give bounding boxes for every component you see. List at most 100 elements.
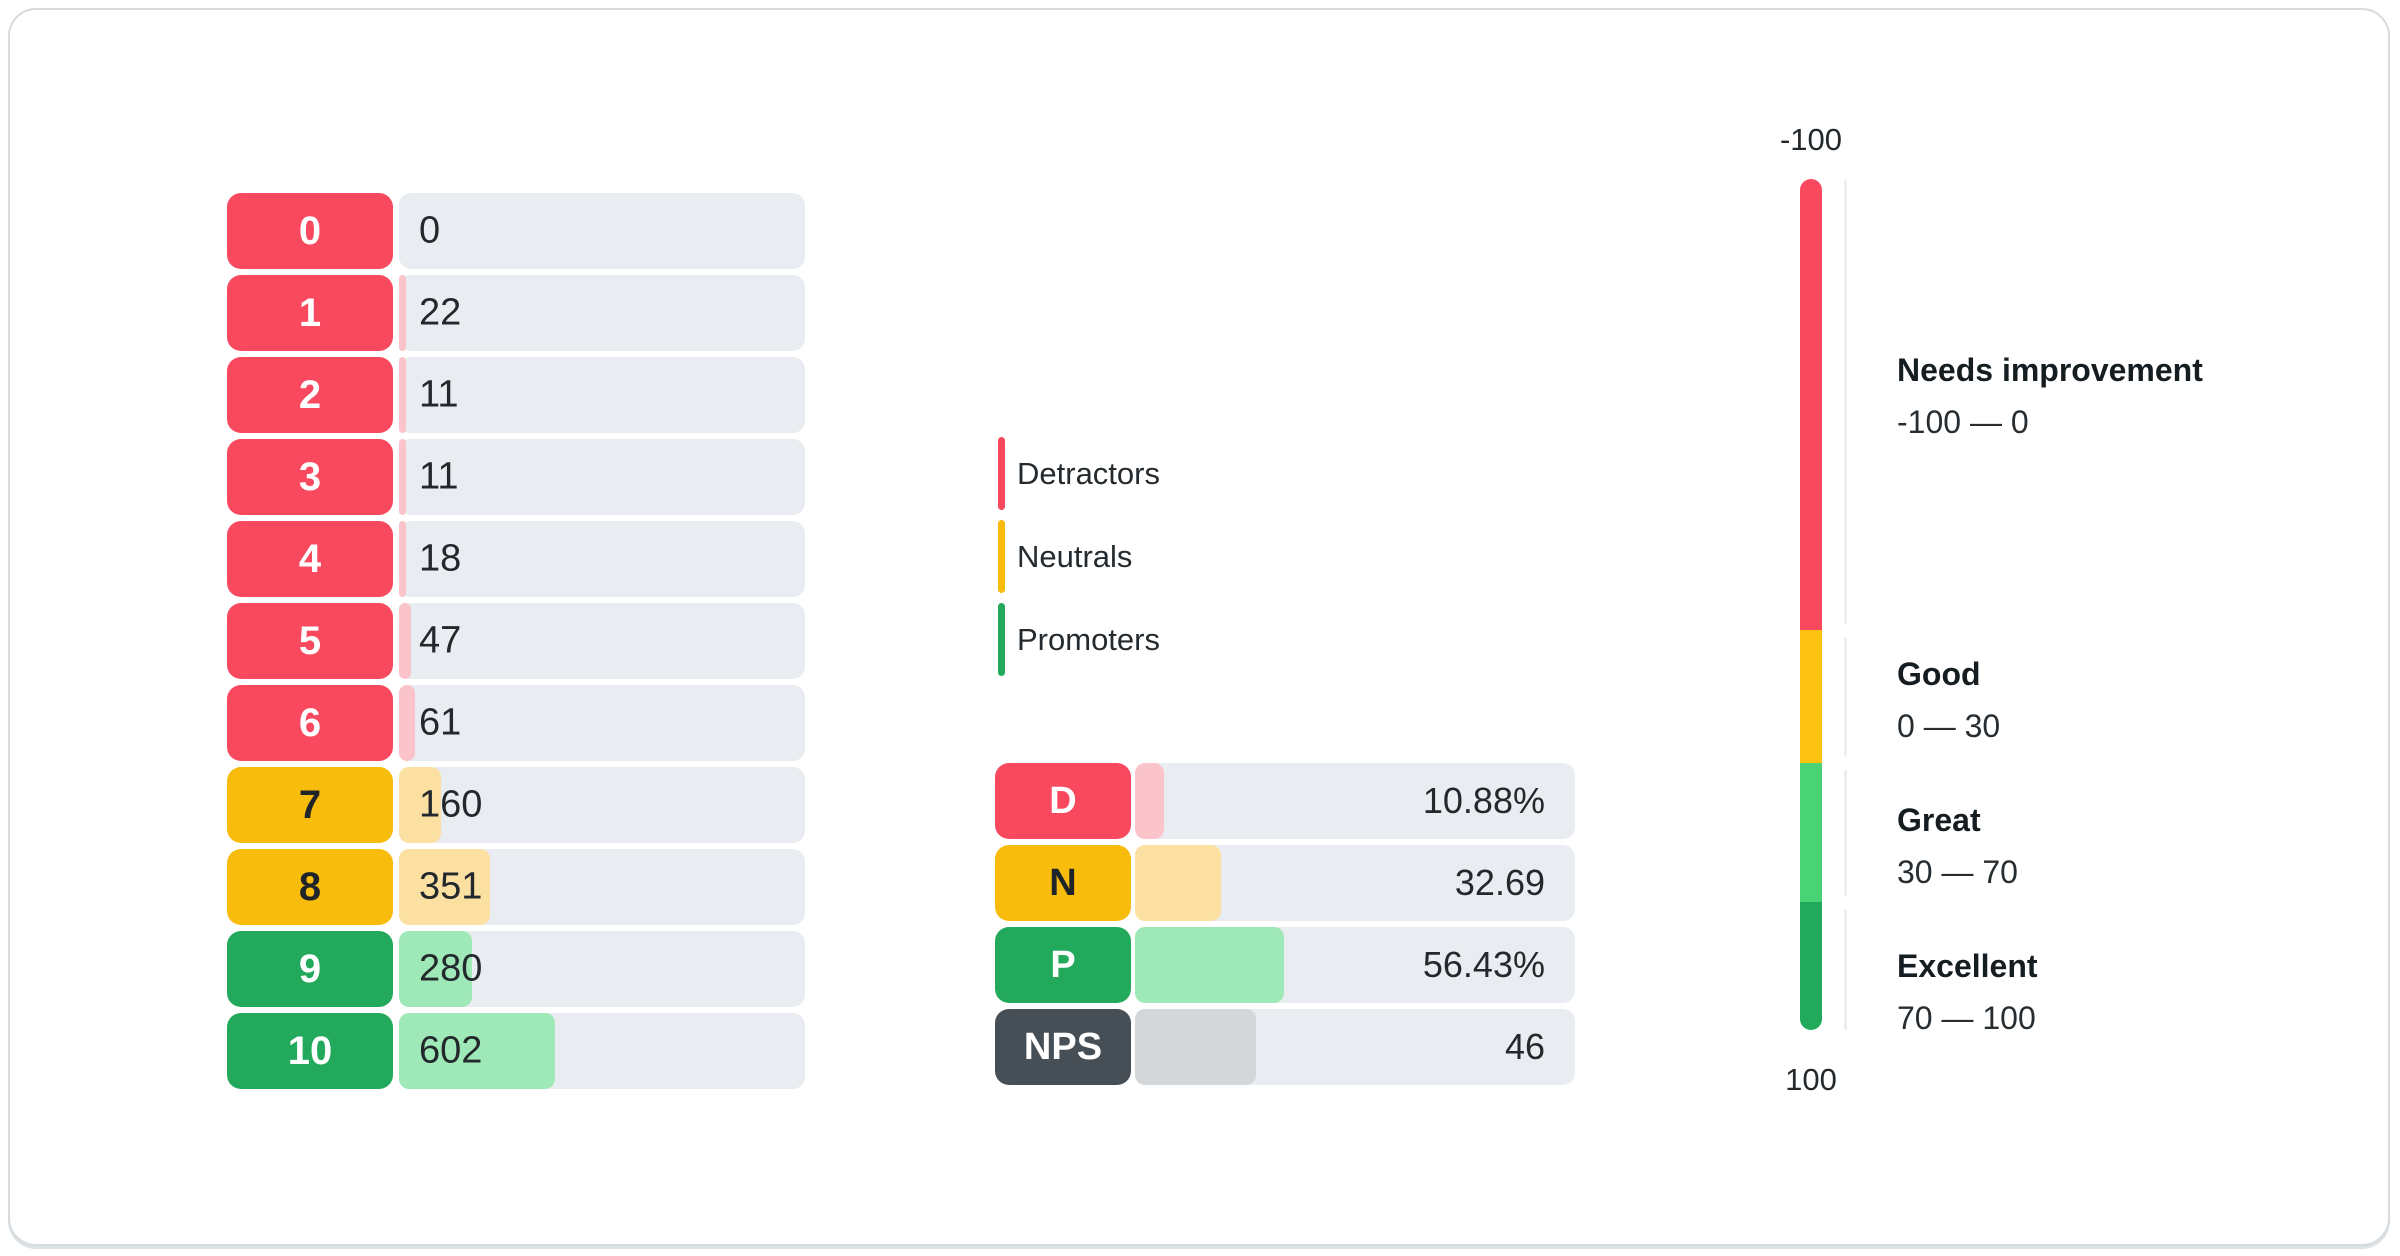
score-chip: 6	[227, 685, 393, 761]
gauge-zone-name: Good	[1897, 656, 1981, 692]
summary-track: 10.88%	[1135, 763, 1575, 839]
score-chip: 5	[227, 603, 393, 679]
gauge-tick-segment	[1844, 909, 1847, 1030]
score-row: 10 602	[227, 1013, 805, 1089]
summary-value: 56.43%	[1422, 944, 1545, 985]
gauge-tick-segment	[1844, 179, 1847, 624]
summary-value: 10.88%	[1422, 780, 1545, 821]
score-chip-label: 2	[298, 372, 322, 417]
score-chip: 7	[227, 767, 393, 843]
gauge-zone-label: Needs improvement -100 — 0	[1897, 350, 2203, 442]
summary-fill-bar	[1135, 763, 1164, 839]
nps-gauge-bar	[1800, 179, 1822, 1030]
score-track: 61	[399, 685, 805, 761]
summary-track: 32.69	[1135, 845, 1575, 921]
legend-label: Promoters	[1017, 621, 1160, 657]
score-fill-bar	[399, 357, 406, 433]
gauge-segment	[1800, 902, 1822, 1030]
score-chip-label: 1	[298, 290, 322, 335]
score-count: 11	[419, 455, 459, 498]
score-chip: 2	[227, 357, 393, 433]
nps-summary-chart: D 10.88% N 32.69 P 56.43% NPS 46	[995, 763, 1575, 1091]
legend-color-bar	[998, 437, 1005, 510]
gauge-zone-name: Needs improvement	[1897, 352, 2203, 388]
gauge-zone-range: -100 — 0	[1897, 404, 2029, 440]
score-track: 47	[399, 603, 805, 679]
score-row: 3 11	[227, 439, 805, 515]
gauge-zone-label: Good 0 — 30	[1897, 654, 2000, 746]
gauge-bottom-label: 100	[1785, 1062, 1837, 1097]
legend-color-bar	[998, 603, 1005, 676]
gauge-tick-segment	[1844, 770, 1847, 896]
score-chip-label: 6	[298, 700, 322, 745]
score-row: 1 22	[227, 275, 805, 351]
gauge-zone-range: 70 — 100	[1897, 1000, 2036, 1036]
score-track: 602	[399, 1013, 805, 1089]
score-count: 61	[419, 701, 462, 744]
score-count: 11	[419, 373, 459, 416]
score-row: 4 18	[227, 521, 805, 597]
gauge-segment	[1800, 630, 1822, 763]
score-fill-bar	[399, 439, 406, 515]
score-distribution-chart: 0 0 1 22 2 11 3 11	[227, 193, 805, 1095]
summary-chip: P	[995, 927, 1131, 1003]
score-chip: 10	[227, 1013, 393, 1089]
score-chip-label: 8	[298, 864, 322, 909]
score-track: 11	[399, 357, 805, 433]
score-fill-bar	[399, 275, 406, 351]
gauge-zone-label: Great 30 — 70	[1897, 800, 2018, 892]
score-chip-label: 0	[298, 208, 322, 253]
gauge-zone-name: Great	[1897, 802, 1981, 838]
summary-chip-label: P	[1050, 943, 1076, 986]
gauge-segment	[1800, 179, 1822, 630]
score-chip: 1	[227, 275, 393, 351]
score-count: 602	[419, 1029, 483, 1072]
summary-track: 56.43%	[1135, 927, 1575, 1003]
legend-label: Neutrals	[1017, 538, 1133, 574]
score-count: 18	[419, 537, 462, 580]
summary-row: D 10.88%	[995, 763, 1575, 839]
score-chip-label: 3	[298, 454, 322, 499]
chart-legend: Detractors Neutrals Promoters	[998, 437, 1160, 686]
gauge-zone-label: Excellent 70 — 100	[1897, 946, 2038, 1038]
gauge-tick-segment	[1844, 637, 1847, 757]
summary-chip: N	[995, 845, 1131, 921]
score-chip: 8	[227, 849, 393, 925]
score-fill-bar	[399, 685, 415, 761]
gauge-zone-name: Excellent	[1897, 948, 2038, 984]
summary-chip-label: D	[1049, 779, 1077, 822]
summary-row: N 32.69	[995, 845, 1575, 921]
score-fill-bar	[399, 1013, 556, 1089]
summary-value: 32.69	[1454, 862, 1545, 903]
summary-fill-bar	[1135, 1009, 1257, 1085]
score-chip-label: 5	[298, 618, 322, 663]
score-fill-bar	[399, 767, 441, 843]
score-fill-bar	[399, 603, 412, 679]
summary-row: NPS 46	[995, 1009, 1575, 1085]
summary-value: 46	[1504, 1026, 1545, 1067]
score-chip-label: 9	[298, 946, 322, 991]
score-fill-bar	[399, 521, 406, 597]
score-chip: 3	[227, 439, 393, 515]
score-chip: 0	[227, 193, 393, 269]
score-chip-label: 4	[298, 536, 322, 581]
score-chip-label: 7	[298, 782, 322, 827]
score-chip-label: 10	[287, 1028, 333, 1073]
score-track: 280	[399, 931, 805, 1007]
score-chip: 9	[227, 931, 393, 1007]
legend-item: Neutrals	[998, 520, 1160, 593]
summary-chip: D	[995, 763, 1131, 839]
score-chip: 4	[227, 521, 393, 597]
score-track: 0	[399, 193, 805, 269]
gauge-top-label: -100	[1779, 122, 1843, 157]
score-track: 18	[399, 521, 805, 597]
summary-row: P 56.43%	[995, 927, 1575, 1003]
summary-track: 46	[1135, 1009, 1575, 1085]
score-row: 2 11	[227, 357, 805, 433]
gauge-segment	[1800, 763, 1822, 902]
score-track: 11	[399, 439, 805, 515]
score-fill-bar	[399, 931, 472, 1007]
summary-chip-label: N	[1049, 861, 1077, 904]
score-count: 47	[419, 619, 462, 662]
score-row: 5 47	[227, 603, 805, 679]
